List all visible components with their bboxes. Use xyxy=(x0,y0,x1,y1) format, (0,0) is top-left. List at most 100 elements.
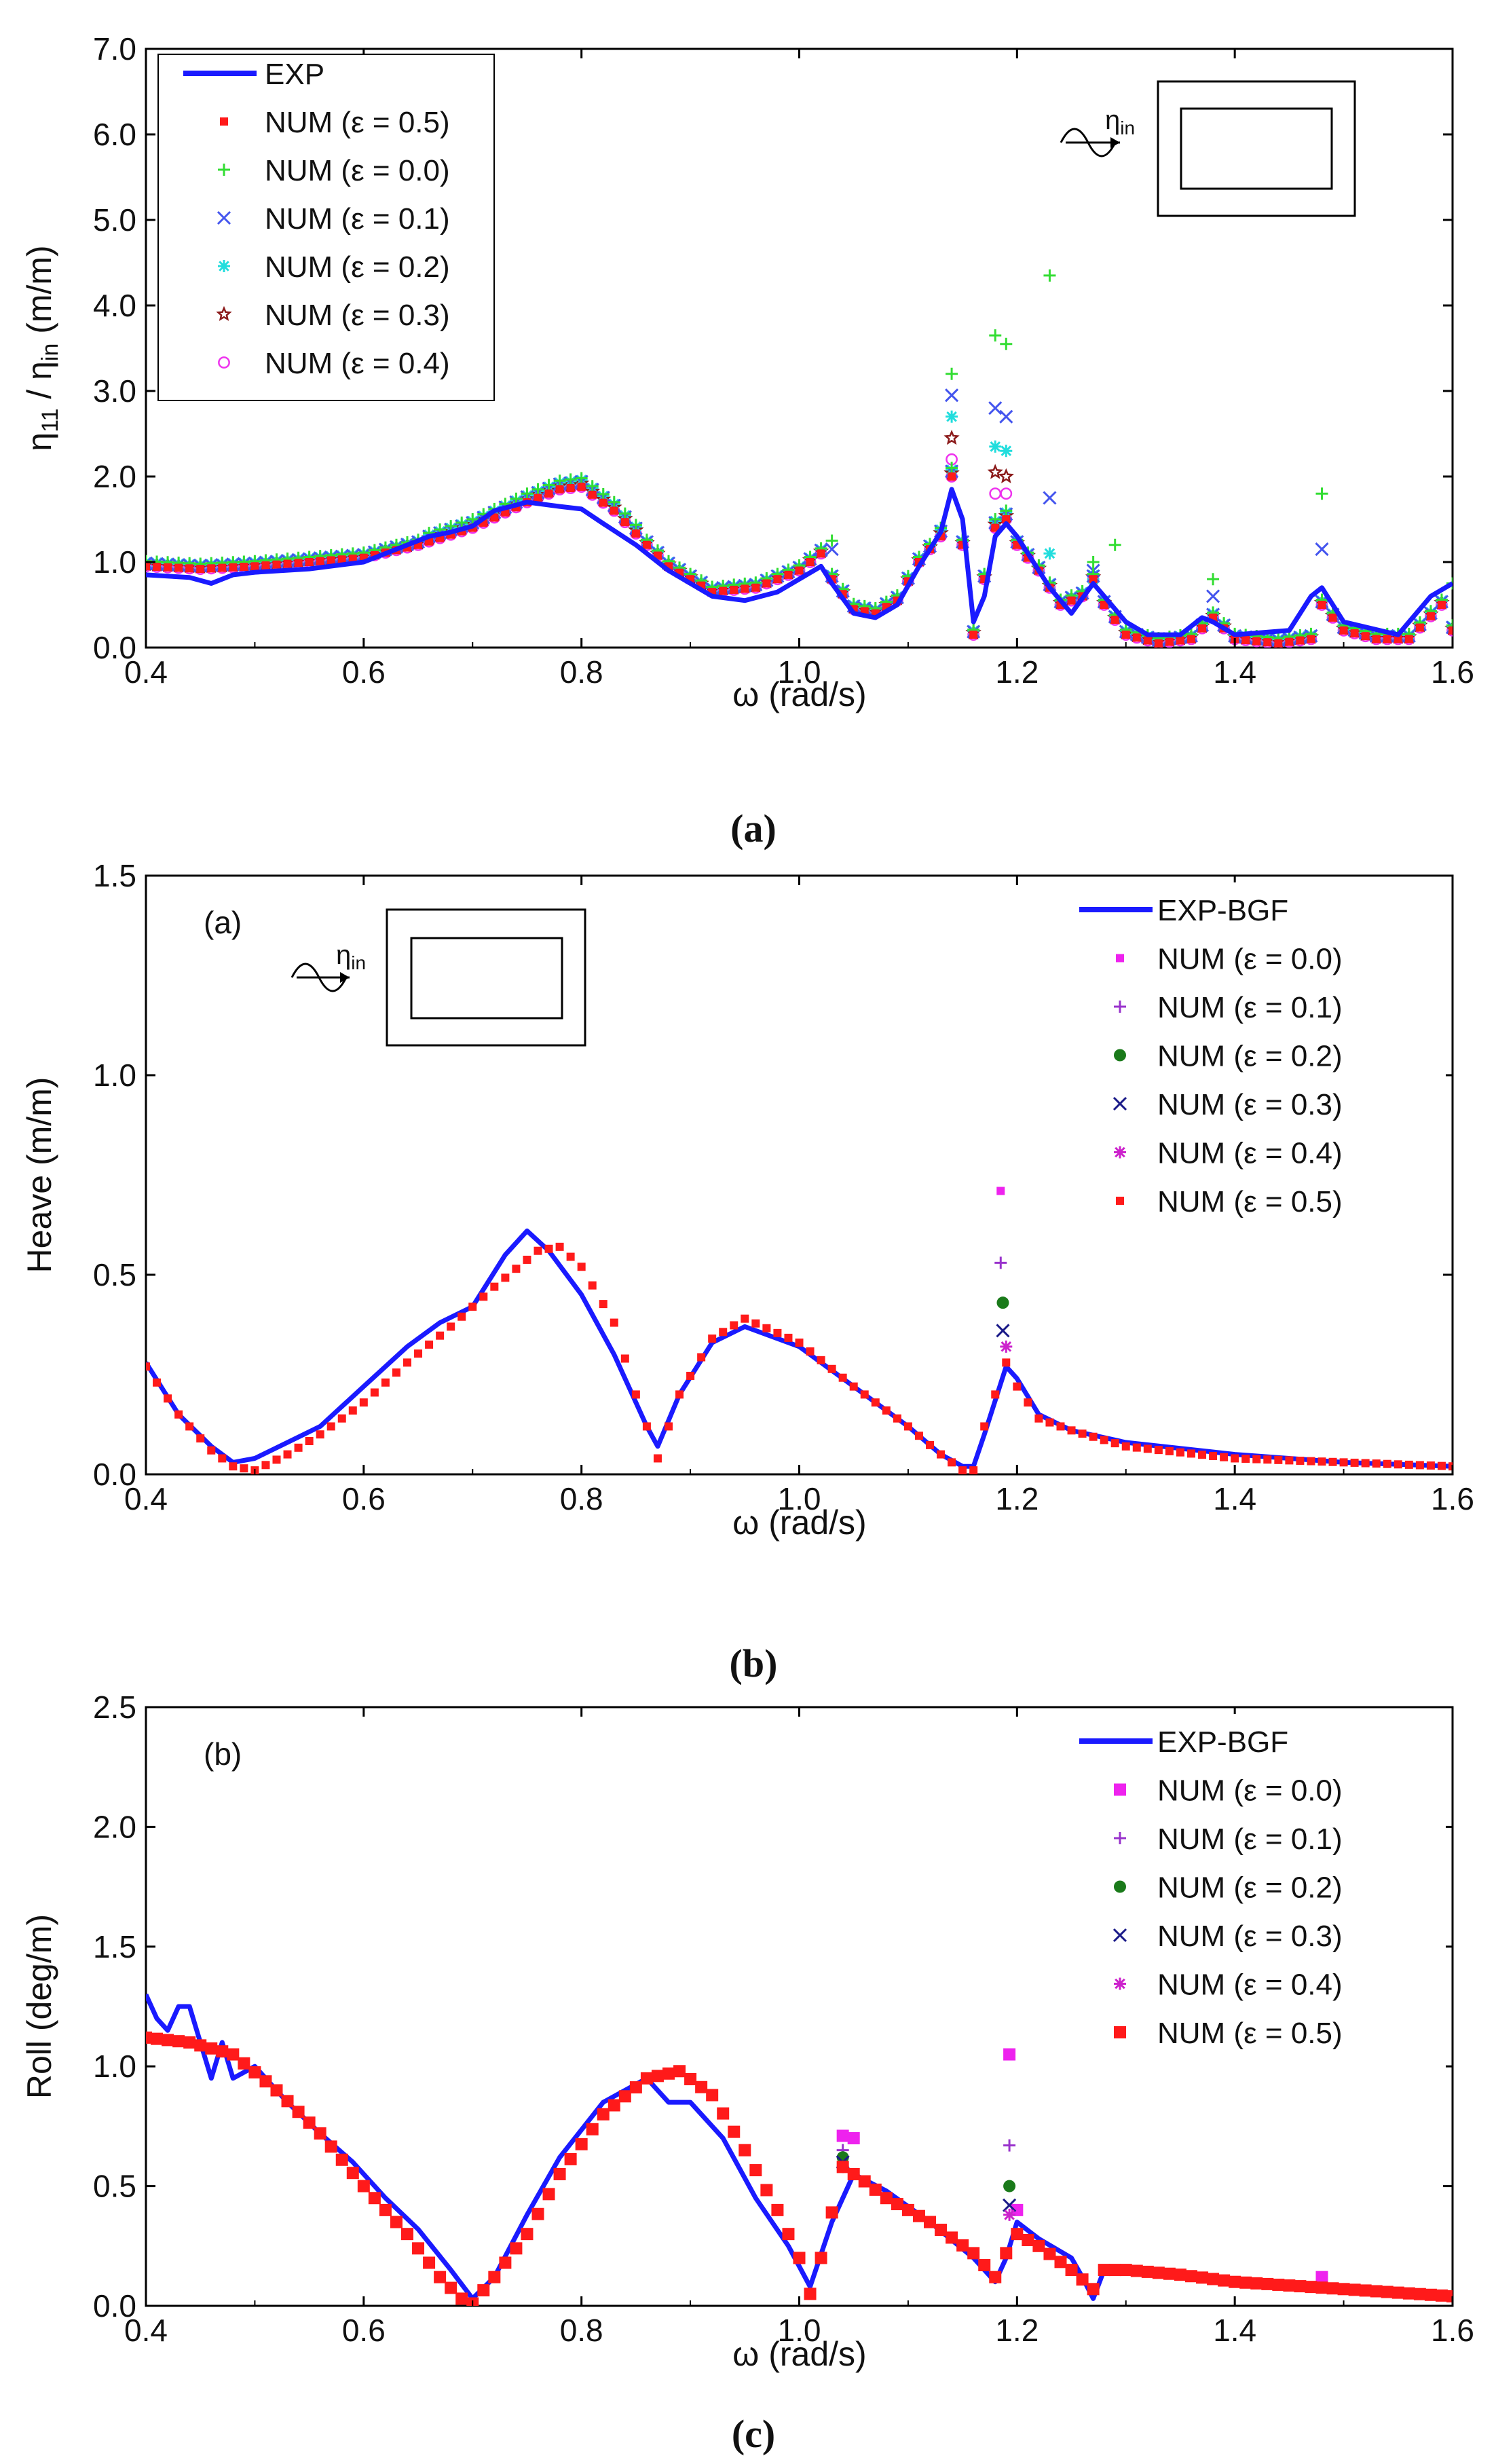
legend-label-4: NUM (ε = 0.2) xyxy=(265,250,450,284)
num-eps01-marker xyxy=(1043,491,1057,505)
legend-label-3: NUM (ε = 0.2) xyxy=(1157,1040,1343,1073)
num-eps05-marker xyxy=(1372,635,1381,643)
inset-inner-box-a xyxy=(1180,107,1333,190)
num-eps05-marker xyxy=(1108,2264,1121,2277)
y-tick-label: 4.0 xyxy=(93,288,136,323)
num-eps05-marker xyxy=(490,1282,499,1291)
num-eps05-marker xyxy=(817,549,825,558)
num-eps05-marker xyxy=(1002,1358,1011,1367)
num-eps05-marker xyxy=(1361,632,1370,641)
num-eps05-marker xyxy=(1220,1453,1229,1461)
num-eps00-marker xyxy=(836,2129,849,2142)
num-eps05-marker xyxy=(620,518,629,527)
num-eps05-marker xyxy=(1196,2271,1209,2284)
num-eps05-marker xyxy=(1402,2287,1415,2300)
legend-marker-3 xyxy=(1114,1049,1126,1062)
num-eps05-marker xyxy=(903,1422,912,1431)
legend-label-4: NUM (ε = 0.3) xyxy=(1157,1088,1343,1121)
x-tick-label: 0.6 xyxy=(342,1481,386,1516)
num-eps05-marker xyxy=(610,506,618,515)
num-eps05-marker xyxy=(935,2223,948,2236)
num-eps05-marker xyxy=(146,2031,152,2044)
num-eps05-marker xyxy=(250,562,259,571)
num-eps05-marker xyxy=(1361,1459,1370,1468)
legend-marker-2 xyxy=(1114,1832,1126,1844)
num-eps05-marker xyxy=(1187,1449,1195,1458)
num-eps05-marker xyxy=(555,1242,564,1251)
num-eps05-marker xyxy=(991,523,1000,532)
legend-items-b: EXP-BGF NUM (ε = 0.0) NUM (ε = 0.1) NUM (ε … xyxy=(1079,894,1343,1218)
num-eps05-marker xyxy=(717,2107,730,2120)
num-eps00-marker xyxy=(1000,337,1013,350)
x-tick-label: 0.8 xyxy=(560,1481,603,1516)
num-eps05-marker xyxy=(283,559,292,568)
num-eps00-marker xyxy=(1043,269,1056,282)
num-eps05-marker xyxy=(316,557,324,565)
num-eps04-marker xyxy=(1000,1340,1013,1353)
num-eps05-marker xyxy=(1209,1451,1218,1460)
num-eps05-marker xyxy=(1121,631,1130,639)
num-eps05-marker xyxy=(501,1273,510,1282)
num-eps05-marker xyxy=(566,484,575,493)
num-eps05-marker xyxy=(914,1432,923,1440)
num-eps05-marker xyxy=(1404,635,1413,643)
num-eps05-marker xyxy=(651,2070,664,2083)
num-eps05-marker xyxy=(1239,2276,1252,2289)
num-eps05-marker xyxy=(1100,1436,1108,1444)
legend-label-5: NUM (ε = 0.4) xyxy=(1157,1137,1343,1170)
num-eps05-marker xyxy=(1241,1455,1250,1463)
num-eps05-marker xyxy=(806,1347,815,1356)
num-eps05-marker xyxy=(599,1300,607,1309)
y-tick-label: 0.0 xyxy=(93,1457,136,1492)
num-eps00-marker xyxy=(996,1187,1005,1195)
num-eps02-marker xyxy=(1043,547,1056,560)
num-eps05-marker xyxy=(653,1454,662,1463)
num-eps05-marker xyxy=(773,1328,782,1337)
num-eps05-marker xyxy=(1250,2277,1263,2290)
num-eps05-marker xyxy=(1326,2282,1339,2295)
num-eps00-marker xyxy=(1000,504,1013,517)
legend-items-a: EXP NUM (ε = 0.5) NUM (ε = 0.0) NUM (ε = 0.… xyxy=(183,58,450,380)
x-tick-label: 0.6 xyxy=(342,2313,386,2348)
num-eps05-marker xyxy=(684,2073,697,2086)
tick-layer-a: 0.4 0.6 0.8 1.0 1.2 1.4 1.6 0.0 1.0 2.0 3.0 4.0 5.0 6… xyxy=(93,31,1474,690)
x-tick-label: 0.6 xyxy=(342,654,386,690)
y-tick-label: 1.0 xyxy=(93,1058,136,1093)
num-eps05-marker xyxy=(534,493,542,502)
num-eps05-marker xyxy=(434,2271,447,2283)
num-eps05-marker xyxy=(784,1333,793,1342)
num-eps05-marker xyxy=(1307,1457,1315,1466)
num-eps04-marker xyxy=(1003,2208,1016,2221)
num-eps05-marker xyxy=(751,583,760,592)
num-eps05-marker xyxy=(1305,2281,1317,2294)
y-tick-label: 0.5 xyxy=(93,2169,136,2204)
legend-marker-4 xyxy=(1112,1928,1127,1943)
num-eps05-marker xyxy=(706,2089,719,2102)
num-eps05-marker xyxy=(1274,639,1283,648)
y-tick-label: 3.0 xyxy=(93,373,136,409)
num-eps05-marker xyxy=(1067,1426,1076,1435)
num-eps05-marker xyxy=(1013,1382,1022,1391)
num-eps05-marker xyxy=(1024,1398,1032,1407)
num-eps05-marker xyxy=(1296,1457,1305,1466)
num-eps05-marker xyxy=(1315,2281,1328,2294)
num-eps05-marker xyxy=(248,2066,261,2079)
num-eps05-marker xyxy=(1000,2247,1013,2260)
num-eps05-marker xyxy=(174,563,183,572)
num-eps05-marker xyxy=(1372,1459,1381,1468)
num-eps05-marker xyxy=(566,1252,575,1261)
num-eps05-marker xyxy=(1426,1461,1435,1470)
inset-outer-box-a xyxy=(1157,80,1356,217)
num-eps05-marker xyxy=(381,1378,390,1387)
num-eps05-marker xyxy=(1163,2267,1176,2280)
num-eps05-marker xyxy=(544,1244,553,1253)
num-eps05-marker xyxy=(631,529,640,538)
num-eps05-marker xyxy=(544,489,553,498)
plot-clip-group xyxy=(146,269,1453,648)
legend-marker-5 xyxy=(216,305,232,321)
num-eps05-marker xyxy=(1218,2274,1231,2287)
num-eps00-marker xyxy=(825,534,838,547)
num-eps05-marker xyxy=(488,2271,501,2283)
legend-marker-1 xyxy=(1114,1783,1126,1796)
num-eps05-marker xyxy=(1317,601,1326,609)
